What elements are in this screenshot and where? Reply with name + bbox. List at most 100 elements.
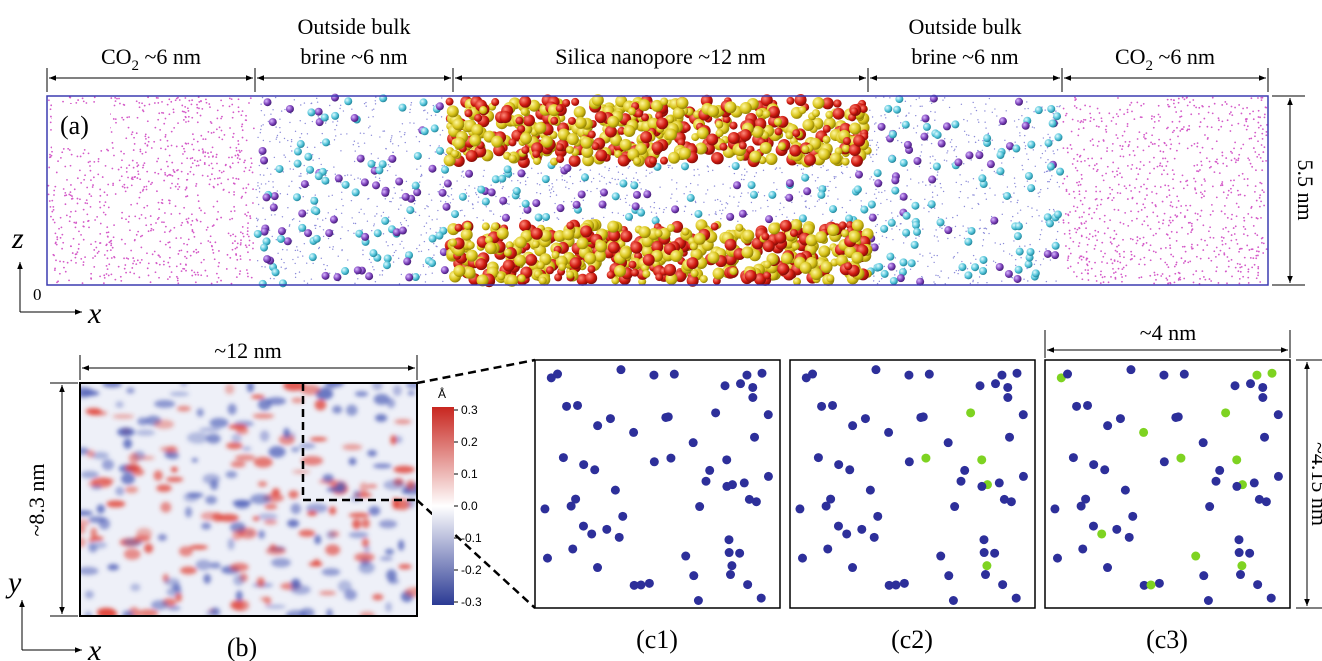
co2-molecule [1255,169,1257,171]
water [420,274,421,275]
water [683,193,684,194]
ion [681,162,689,170]
water [884,190,885,191]
co2-molecule [1078,184,1080,186]
co2-molecule [188,116,190,118]
co2-molecule [240,114,242,116]
co2-molecule [1070,237,1072,239]
water [289,161,290,162]
water [653,207,654,208]
water [684,206,685,207]
surface-atom [1258,383,1267,392]
water [442,176,443,177]
co2-molecule [1123,267,1125,269]
water [720,218,721,219]
co2-molecule [1081,223,1083,225]
water [1001,162,1002,163]
silica-atom [652,141,664,153]
ion [293,193,301,201]
water [384,130,385,131]
water [392,143,393,144]
ion [342,181,350,189]
co2-molecule [1160,150,1162,152]
water [1045,248,1046,249]
water [815,180,816,181]
co2-molecule [1101,117,1103,119]
silica-atom [620,230,632,242]
surface-atom [725,548,734,557]
water [693,169,694,170]
co2-molecule [88,161,90,163]
silica-atom [833,108,845,120]
co2-molecule [1111,189,1113,191]
surface-atom [593,563,602,572]
water [636,172,637,173]
water [826,203,827,204]
water [317,101,318,102]
silica-atom [810,268,822,280]
water [886,199,887,200]
co2-molecule [112,247,114,249]
water [314,225,315,226]
co2-molecule [216,281,218,283]
co2-molecule [189,171,191,173]
water [1055,280,1056,281]
water [404,134,405,135]
co2-molecule [77,99,79,101]
co2-molecule [1173,130,1175,132]
panel-label: (c2) [891,625,933,654]
co2-molecule [1257,140,1259,142]
water [1024,135,1025,136]
co2-molecule [139,149,141,151]
water [1018,119,1019,120]
ion [978,174,986,182]
co2-molecule [217,109,219,111]
co2-molecule [242,137,244,139]
ion [975,151,983,159]
co2-molecule [1096,198,1098,200]
ion [1052,242,1060,250]
height-feature [74,510,93,516]
co2-molecule [1134,187,1136,189]
co2-molecule [105,165,107,167]
co2-molecule [238,143,240,145]
co2-molecule [231,98,233,100]
ion [488,188,496,196]
silica-atom [823,136,831,144]
co2-molecule [177,253,179,255]
co2-molecule [1214,171,1216,173]
co2-molecule [1140,116,1142,118]
co2-molecule [67,148,69,150]
water [1027,108,1028,109]
co2-molecule [209,241,211,243]
silica-atom [469,134,481,146]
water [715,211,716,212]
water [707,189,708,190]
co2-molecule [1195,270,1197,272]
water [826,170,827,171]
panel-label: (c1) [636,625,678,654]
co2-molecule [1063,222,1065,224]
co2-molecule [57,160,59,162]
co2-molecule [99,201,101,203]
silica-atom [719,143,727,151]
co2-molecule [1245,121,1247,123]
co2-molecule [1239,278,1241,280]
silica-atom [447,105,459,117]
water [270,173,271,174]
water [391,137,392,138]
water [398,258,399,259]
water [259,165,260,166]
co2-molecule [50,104,52,106]
silica-atom [749,151,761,163]
water [351,217,352,218]
ion [1027,248,1035,256]
ion [269,118,277,126]
co2-molecule [1246,129,1248,131]
silica-atom [818,148,830,160]
water [287,140,288,141]
water [1012,277,1013,278]
silica-atom [756,109,764,117]
co2-molecule [155,271,157,273]
co2-molecule [113,155,115,157]
